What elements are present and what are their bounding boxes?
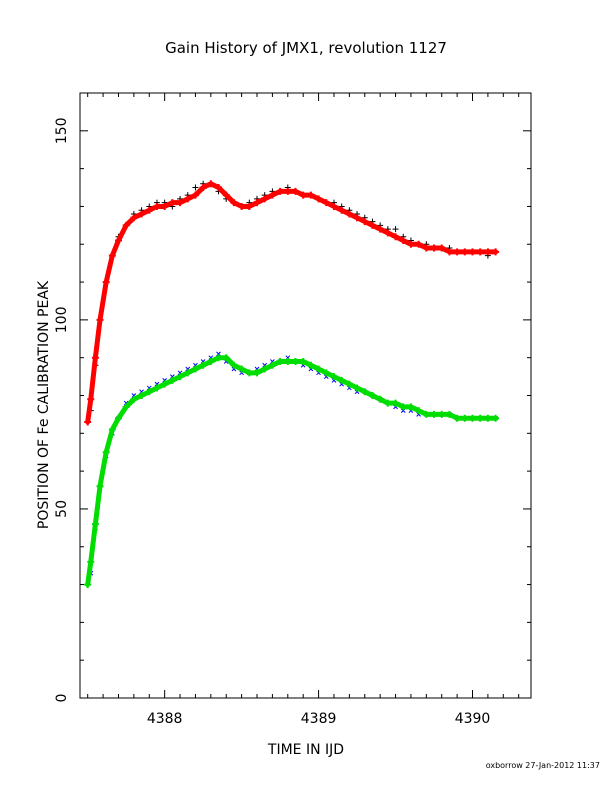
x-tick-label: 4389 — [301, 711, 337, 727]
x-axis-label: TIME IN IJD — [267, 742, 344, 758]
series-line — [85, 181, 499, 425]
series-1 — [84, 180, 500, 426]
series-line — [85, 355, 499, 588]
y-tick-label: 50 — [54, 500, 70, 518]
y-tick-label: 0 — [54, 694, 70, 703]
data-point — [192, 184, 199, 191]
footer-credit: oxborrow 27-Jan-2012 11:37 — [486, 761, 600, 770]
data-point — [392, 226, 399, 233]
chart-title: Gain History of JMX1, revolution 1127 — [165, 39, 447, 57]
series-3 — [84, 354, 500, 589]
data-marks — [84, 180, 500, 589]
axis-ticks: 4388 4389 4390 0 50 100 150 — [54, 93, 531, 727]
series-0 — [87, 180, 499, 414]
x-tick-label: 4390 — [455, 711, 491, 727]
y-axis-label: POSITION OF Fe CALIBRATION PEAK — [36, 280, 52, 529]
y-tick-label: 150 — [54, 117, 70, 144]
plot-frame — [79, 92, 532, 699]
series-2 — [88, 351, 498, 576]
x-tick-label: 4388 — [147, 711, 183, 727]
y-tick-label: 100 — [54, 307, 70, 334]
